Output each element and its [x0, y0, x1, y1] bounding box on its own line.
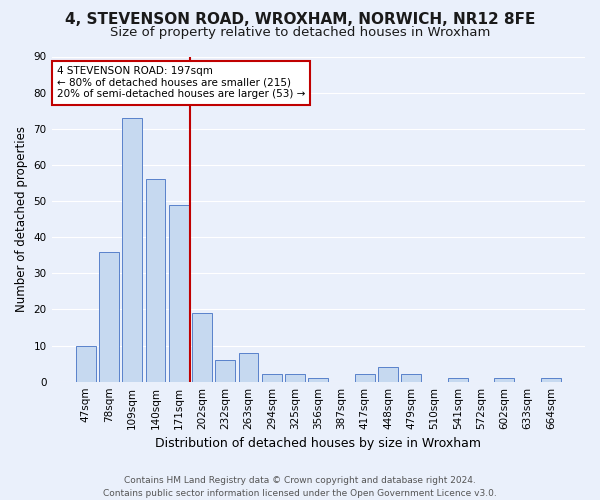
Bar — [401, 374, 421, 382]
Bar — [239, 353, 259, 382]
Bar — [448, 378, 468, 382]
Bar — [308, 378, 328, 382]
Bar — [262, 374, 281, 382]
Bar — [146, 180, 166, 382]
Bar — [169, 204, 188, 382]
Bar — [378, 367, 398, 382]
Text: Size of property relative to detached houses in Wroxham: Size of property relative to detached ho… — [110, 26, 490, 39]
Bar — [99, 252, 119, 382]
Bar — [541, 378, 561, 382]
Text: 4, STEVENSON ROAD, WROXHAM, NORWICH, NR12 8FE: 4, STEVENSON ROAD, WROXHAM, NORWICH, NR1… — [65, 12, 535, 28]
Y-axis label: Number of detached properties: Number of detached properties — [15, 126, 28, 312]
Bar — [76, 346, 95, 382]
X-axis label: Distribution of detached houses by size in Wroxham: Distribution of detached houses by size … — [155, 437, 481, 450]
Text: 4 STEVENSON ROAD: 197sqm
← 80% of detached houses are smaller (215)
20% of semi-: 4 STEVENSON ROAD: 197sqm ← 80% of detach… — [57, 66, 305, 100]
Bar — [122, 118, 142, 382]
Text: Contains HM Land Registry data © Crown copyright and database right 2024.
Contai: Contains HM Land Registry data © Crown c… — [103, 476, 497, 498]
Bar — [355, 374, 374, 382]
Bar — [494, 378, 514, 382]
Bar — [192, 313, 212, 382]
Bar — [285, 374, 305, 382]
Bar — [215, 360, 235, 382]
